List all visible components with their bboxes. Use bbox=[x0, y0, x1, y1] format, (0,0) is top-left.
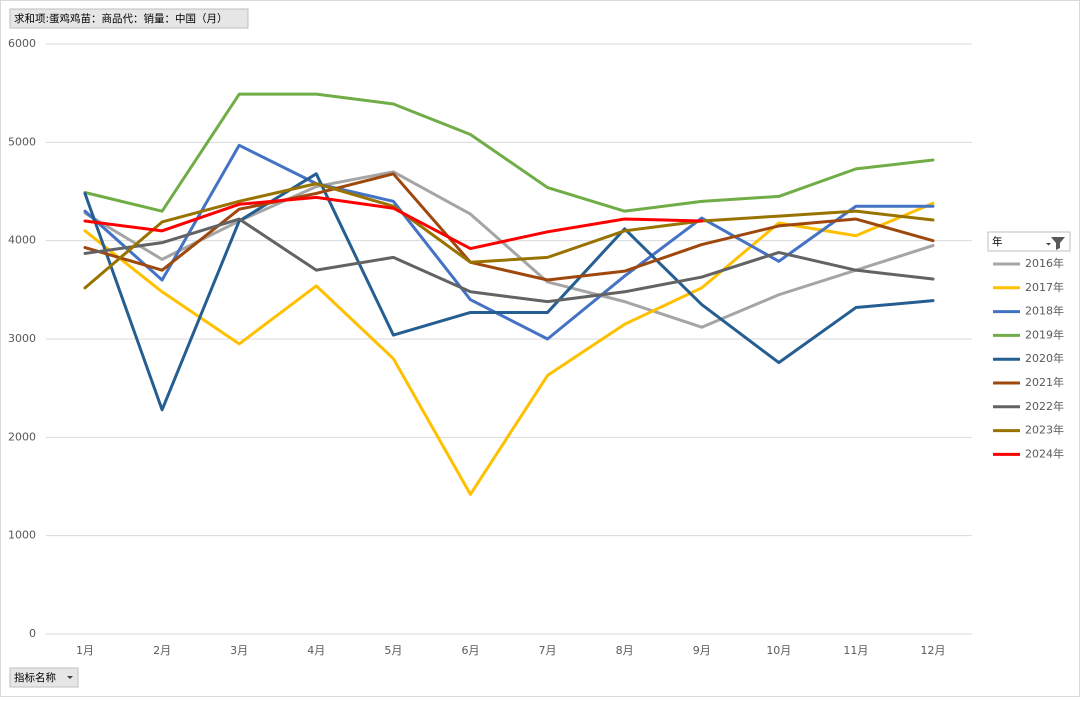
legend-label: 2016年 bbox=[1025, 256, 1064, 270]
y-tick-label: 6000 bbox=[8, 37, 36, 50]
series-line bbox=[83, 143, 935, 341]
series-line bbox=[83, 195, 704, 251]
x-tick-label: 6月 bbox=[461, 644, 479, 657]
dropdown-arrow bbox=[1046, 243, 1051, 246]
legend-header[interactable] bbox=[987, 231, 1071, 252]
legend-title: 年 bbox=[992, 235, 1003, 248]
legend-label: 2023年 bbox=[1025, 423, 1064, 437]
x-tick-label: 1月 bbox=[76, 644, 94, 657]
x-tick-label: 10月 bbox=[766, 644, 791, 657]
y-tick-label: 3000 bbox=[8, 332, 36, 345]
series-line bbox=[83, 172, 935, 282]
series-line bbox=[83, 182, 935, 290]
x-tick-label: 3月 bbox=[230, 644, 248, 657]
legend-label: 2022年 bbox=[1025, 399, 1064, 413]
x-tick-label: 7月 bbox=[539, 644, 557, 657]
y-tick-label: 5000 bbox=[8, 135, 36, 148]
x-tick-label: 12月 bbox=[921, 644, 946, 657]
x-tick-label: 9月 bbox=[693, 644, 711, 657]
filter-icon[interactable] bbox=[1051, 237, 1065, 250]
title-button[interactable] bbox=[9, 8, 249, 29]
series-line bbox=[83, 92, 935, 213]
series-line bbox=[83, 217, 935, 304]
y-tick-label: 2000 bbox=[8, 430, 36, 443]
y-tick-label: 4000 bbox=[8, 234, 36, 247]
legend-label: 2018年 bbox=[1025, 304, 1064, 318]
series-line bbox=[83, 170, 935, 329]
y-tick-label: 1000 bbox=[8, 529, 36, 542]
legend-label: 2020年 bbox=[1025, 351, 1064, 365]
legend-label: 2019年 bbox=[1025, 327, 1064, 341]
y-tick-label: 0 bbox=[29, 627, 36, 640]
series-line bbox=[83, 172, 935, 412]
x-tick-label: 8月 bbox=[616, 644, 634, 657]
dropdown-arrow bbox=[67, 676, 73, 679]
legend-label: 2024年 bbox=[1025, 446, 1064, 460]
x-tick-label: 2月 bbox=[153, 644, 171, 657]
legend-label: 2021年 bbox=[1025, 375, 1064, 389]
x-tick-label: 11月 bbox=[843, 644, 868, 657]
axis-field-label: 指标名称 bbox=[14, 671, 56, 684]
x-tick-label: 5月 bbox=[384, 644, 402, 657]
legend-label: 2017年 bbox=[1025, 280, 1064, 294]
x-tick-label: 4月 bbox=[307, 644, 325, 657]
chart-title: 求和项:蛋鸡鸡苗：商品代：销量：中国（月） bbox=[14, 12, 228, 25]
axis-field-button[interactable] bbox=[9, 667, 79, 688]
